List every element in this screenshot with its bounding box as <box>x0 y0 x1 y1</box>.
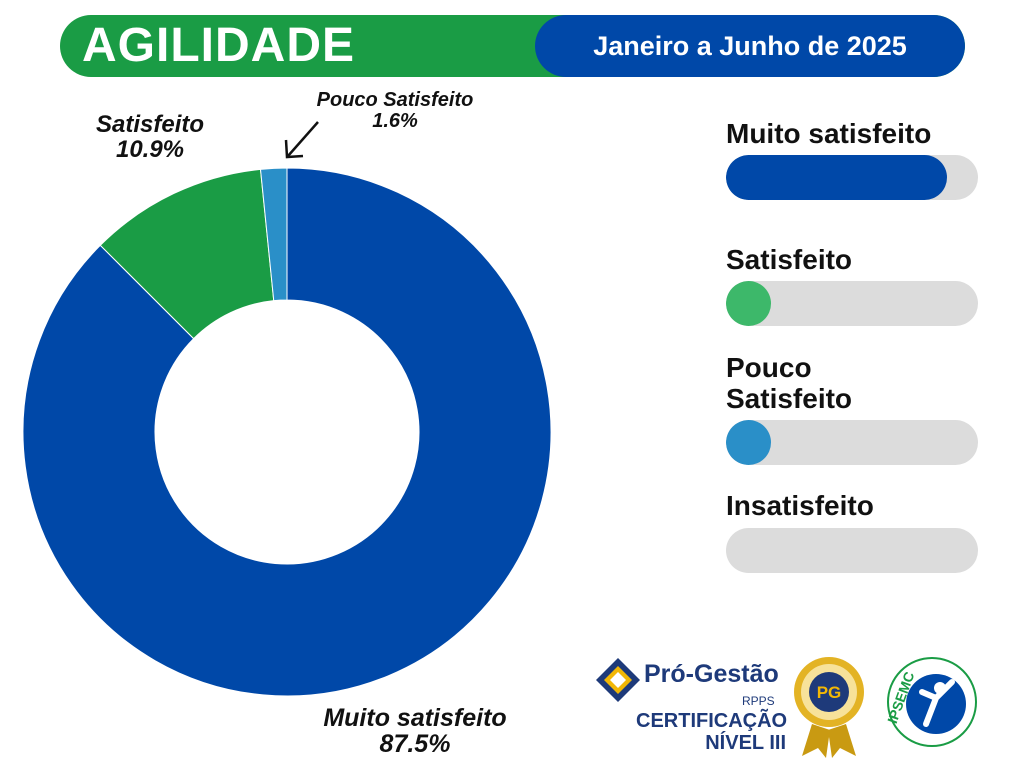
certification-text: CERTIFICAÇÃO NÍVEL III <box>636 710 788 754</box>
progress-track <box>726 420 978 465</box>
legend-item-muito-satisfeito: Muito satisfeito <box>726 118 978 208</box>
donut-slice-muito-satisfeito <box>22 167 552 697</box>
slice-label-muito-value: 87.5% <box>379 730 451 759</box>
ipsemc-logo-icon <box>887 657 977 747</box>
pro-gestao-name: Pró-Gestão <box>644 660 779 688</box>
slice-label-satisfeito: Satisfeito 10.9% <box>70 111 230 164</box>
slice-label-pouco-name: Pouco Satisfeito <box>316 89 474 111</box>
footer-logos: Pró-Gestão RPPS CERTIFICAÇÃO NÍVEL III P… <box>596 650 986 760</box>
progress-fill <box>726 420 771 465</box>
pro-gestao-logo-icon <box>596 658 640 702</box>
svg-text:PG: PG <box>817 683 842 702</box>
legend-label: Satisfeito <box>726 244 853 275</box>
legend-label: Insatisfeito <box>726 490 874 521</box>
slice-label-pouco-satisfeito: Pouco Satisfeito 1.6% <box>290 90 500 132</box>
page-title: AGILIDADE <box>82 19 355 72</box>
donut-chart <box>22 167 552 697</box>
header-bar: AGILIDADE Janeiro a Junho de 2025 <box>60 15 965 77</box>
legend-label: Muito satisfeito <box>726 118 932 149</box>
medal-icon: PG <box>794 657 864 758</box>
slice-label-satisfeito-name: Satisfeito <box>95 111 205 138</box>
legend-item-insatisfeito: Insatisfeito <box>726 490 978 580</box>
progress-track <box>726 281 978 326</box>
legend-item-pouco-satisfeito: Pouco Satisfeito <box>726 352 978 472</box>
certification-label: CERTIFICAÇÃO <box>636 710 788 732</box>
progress-track <box>726 155 978 200</box>
progress-fill <box>726 281 771 326</box>
arrow-icon <box>284 121 319 159</box>
pro-gestao-rpps: RPPS <box>742 694 775 708</box>
slice-label-muito-name: Muito satisfeito <box>323 704 507 732</box>
legend-item-satisfeito: Satisfeito <box>726 244 978 334</box>
legend-label: Pouco Satisfeito <box>726 352 853 414</box>
donut-slice-pouco-satisfeito <box>259 167 288 302</box>
slice-label-satisfeito-value: 10.9% <box>115 136 185 164</box>
progress-track <box>726 528 978 573</box>
slice-label-muito-satisfeito: Muito satisfeito 87.5% <box>290 705 540 758</box>
period-badge: Janeiro a Junho de 2025 <box>535 15 965 77</box>
progress-fill <box>726 155 947 200</box>
certification-level: NÍVEL III <box>705 732 786 754</box>
slice-label-pouco-value: 1.6% <box>372 110 418 132</box>
